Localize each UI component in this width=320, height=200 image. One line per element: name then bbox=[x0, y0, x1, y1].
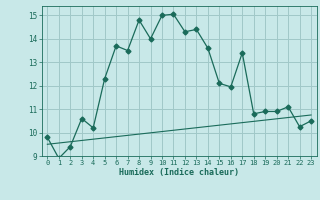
X-axis label: Humidex (Indice chaleur): Humidex (Indice chaleur) bbox=[119, 168, 239, 177]
